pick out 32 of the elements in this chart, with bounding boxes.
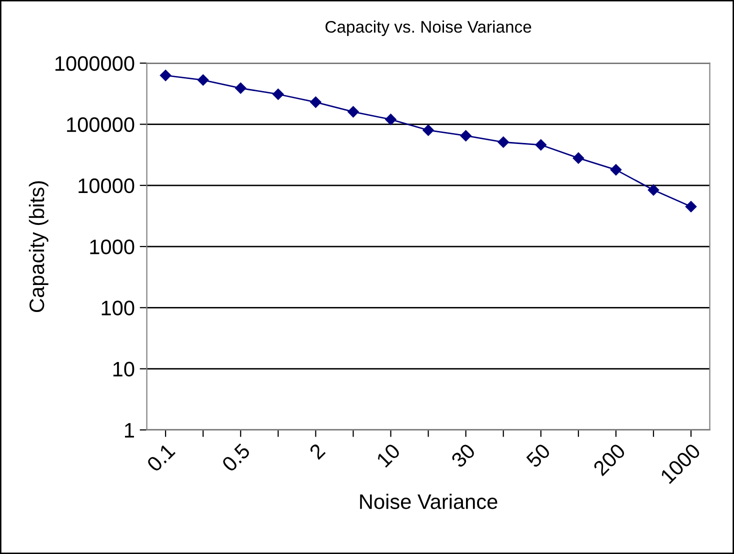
point — [160, 70, 172, 82]
x-tick-label: 2 — [308, 442, 326, 460]
point — [272, 88, 284, 100]
point — [648, 184, 660, 196]
point — [572, 152, 584, 164]
point — [685, 200, 697, 212]
x-tick-label: 0.1 — [146, 442, 176, 472]
x-tick-label: 30 — [450, 442, 476, 468]
point — [422, 124, 434, 136]
x-tick-label: 0.5 — [221, 442, 251, 472]
point — [235, 82, 246, 94]
y-tick-label: 10000 — [78, 178, 134, 194]
chart-title: Capacity vs. Noise Variance — [326, 20, 532, 36]
y-tick-label: 100 — [102, 300, 134, 316]
point — [460, 130, 472, 142]
point — [535, 139, 546, 150]
point — [310, 96, 322, 108]
y-tick-label: 100000 — [67, 117, 134, 132]
point — [385, 114, 396, 126]
x-tick-label: 50 — [525, 442, 552, 468]
y-tick-label: 1 — [125, 423, 134, 438]
y-axis-title: Capacity (bits) — [28, 181, 48, 312]
point — [610, 164, 622, 176]
y-tick-label: 1000 — [90, 240, 134, 254]
point — [348, 106, 359, 118]
point — [197, 74, 209, 86]
y-tick-label: 10 — [113, 362, 134, 377]
point — [498, 136, 509, 148]
x-tick-label: 200 — [592, 442, 626, 476]
y-tick-label: 1000000 — [55, 56, 134, 71]
x-tick-label: 10 — [376, 442, 402, 468]
x-axis-title: Noise Variance — [360, 494, 498, 510]
